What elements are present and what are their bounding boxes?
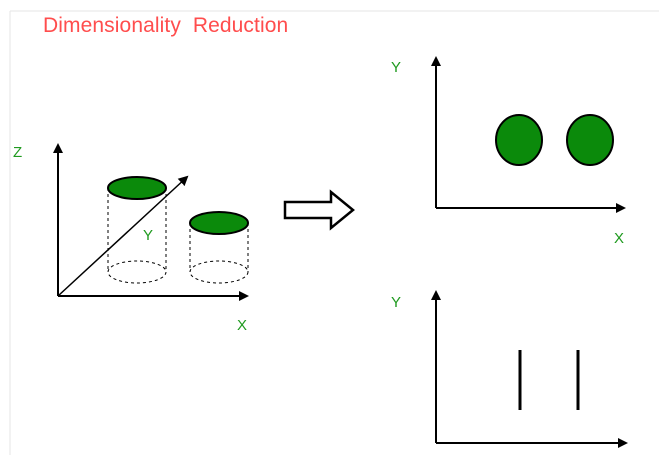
projected-circle-1 — [495, 114, 543, 166]
top-right-diagram — [431, 56, 626, 213]
left-3d-diagram — [53, 143, 249, 301]
left-y-axis-label: Y — [143, 227, 154, 244]
cylinder-1-top-disc — [107, 176, 167, 200]
cylinder-2-top-disc — [189, 211, 249, 235]
left-z-axis-label: Z — [13, 144, 23, 161]
diagram-title: Dimensionality Reduction — [43, 14, 289, 37]
bottom-right-diagram — [431, 290, 628, 448]
top-right-x-axis-label: X — [614, 230, 625, 247]
cylinder-2 — [189, 211, 249, 284]
left-x-axis-label: X — [237, 317, 248, 334]
bottom-right-y-axis-label: Y — [391, 294, 402, 311]
cylinder-1 — [107, 176, 167, 284]
right-arrow-icon — [283, 189, 355, 231]
top-right-y-axis-label: Y — [391, 59, 402, 76]
projected-circle-2 — [566, 114, 614, 166]
